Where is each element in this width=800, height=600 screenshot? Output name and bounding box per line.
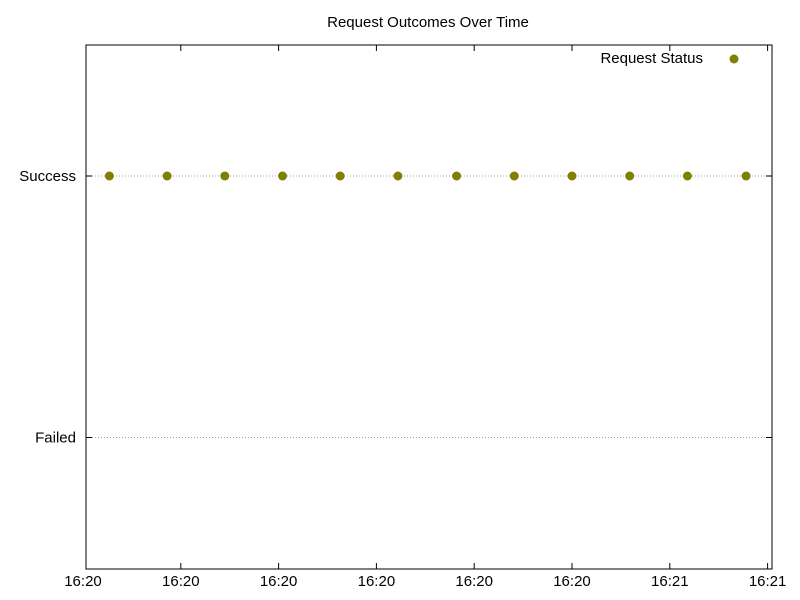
x-tick-label-4: 16:20 [455, 573, 493, 590]
x-tick-label-7: 16:21 [749, 573, 787, 590]
legend: Request Status [600, 50, 739, 67]
x-tick-label-5: 16:20 [553, 573, 591, 590]
data-points [104, 171, 751, 181]
x-tick-label-2: 16:20 [260, 573, 298, 590]
x-axis: 16:20 16:20 16:20 16:20 16:20 16:20 16:21 16:21… [64, 45, 787, 590]
grid-lines [86, 175, 772, 438]
data-point-2 [220, 171, 230, 181]
data-point-0 [104, 171, 114, 181]
data-point-3 [278, 171, 288, 181]
plot-border [85, 44, 773, 570]
legend-label-request-status: Request Status [600, 50, 703, 67]
data-point-11 [741, 171, 751, 181]
y-axis: Failed Success [19, 168, 772, 447]
data-point-8 [567, 171, 577, 181]
x-tick-label-3: 16:20 [358, 573, 396, 590]
data-point-6 [452, 171, 462, 181]
x-tick-label-6: 16:21 [651, 573, 689, 590]
x-tick-label-0: 16:20 [64, 573, 102, 590]
chart-title: Request Outcomes Over Time [327, 14, 529, 31]
data-point-1 [162, 171, 172, 181]
data-point-10 [682, 171, 692, 181]
data-point-5 [393, 171, 403, 181]
x-tick-label-1: 16:20 [162, 573, 200, 590]
data-point-9 [625, 171, 635, 181]
data-point-7 [509, 171, 519, 181]
y-tick-label-success: Success [19, 168, 76, 185]
data-point-4 [335, 171, 345, 181]
y-tick-label-failed: Failed [35, 430, 76, 447]
legend-marker-request-status [729, 54, 739, 64]
